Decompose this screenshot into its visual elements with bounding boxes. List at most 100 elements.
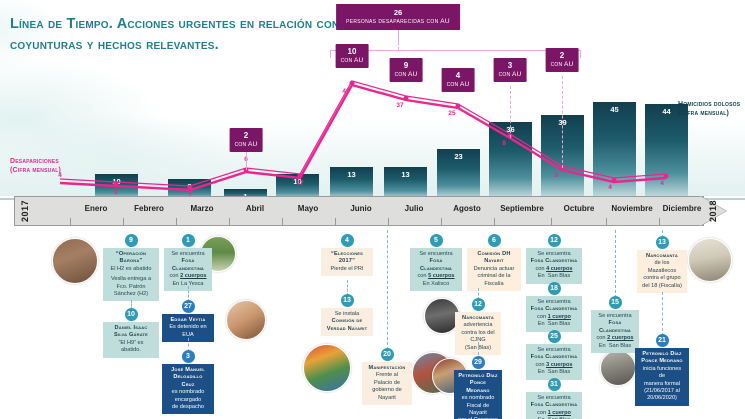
event-badge-day: 29 [471,356,485,369]
event-card-jose-manuel-delgadillo[interactable]: 3 José Manuel Delgadillo Cruz es nombrad… [162,350,214,415]
photo-h2-portrait [52,238,98,284]
event-card-edgar-veytia[interactable]: 27 Edgar Veytia Es detenido en EUA [162,300,214,343]
value-diciembre-line: 4 [660,180,664,187]
au-summary-text: personas desaparecidas con AU [346,17,450,25]
event-card-comision-dh-nayarit[interactable]: 6 Comisión DH Nayarit Denuncia actuar cr… [467,234,521,291]
event-body: Se encuentra Fosa Clandestina con 2 cuer… [591,310,639,353]
timeline-month-noviembre[interactable]: Noviembre [611,204,653,213]
event-card-fosa-san-blas-15[interactable]: 15 Se encuentra Fosa Clandestina con 2 c… [591,296,639,353]
legend-desapariciones-line2: (Cifra mensual) [10,167,62,175]
event-badge-day: 5 [429,234,443,247]
au-stem-marzo [246,152,247,170]
event-body: Petronilo Díaz Ponce Medrano es nombrado… [454,370,502,419]
event-card-fosa-la-yesca[interactable]: 1 Se encuentra Fosa Clandestina con 2 cu… [164,234,212,291]
event-card-narcomanta-mazatlecos[interactable]: 13 Narcomanta de los Mazatlecos contra e… [637,236,687,293]
event-body: “Operación Barona” El H2 es abatido Vesl… [103,248,159,302]
event-card-daniel-isaac-silva[interactable]: 10 Daniel Isaac Silva Gárate “El H9” es … [103,308,159,358]
timeline-tick-8 [441,218,442,226]
desapariciones-line [59,80,667,192]
timeline-month-diciembre[interactable]: Diciembre [662,204,702,213]
event-card-comision-verdad-nayarit[interactable]: 13 Se instala Comisión de Verdad Nayarit [321,294,373,337]
event-card-petronilo-nombrado[interactable]: 29 Petronilo Díaz Ponce Medrano es nombr… [454,356,502,419]
timeline-tick-10 [551,218,552,226]
event-card-fosa-san-blas-31[interactable]: 31 Se encuentra Fosa Clandestina con 1 c… [526,378,582,419]
point-mayo [349,80,355,86]
event-card-manifestacion[interactable]: 20 Manifestación Frente al Palacio de go… [362,348,412,405]
timeline-year-end: 2018 [708,200,718,223]
timeline-tick-12 [659,218,660,226]
event-badge-day: 25 [547,330,561,343]
value-noviembre-line: 4 [608,184,612,191]
timeline-month-enero[interactable]: Enero [84,204,108,213]
timeline-year-start: 2017 [20,200,30,223]
au-callout-septiembre: 2 con AU [545,48,579,73]
timeline-month-julio[interactable]: Julio [404,204,424,213]
event-body: José Manuel Delgadillo Cruz es nombrado … [162,364,214,415]
timeline-arrow [700,196,726,226]
chart-area: 26 personas desaparecidas con AU 10 8 1 … [0,0,745,201]
value-junio-line: 41 [342,88,350,95]
au-stem-septiembre [562,76,563,168]
event-body: Se encuentra Fosa Clandestina con 4 cuer… [526,248,582,284]
event-card-petronilo-funciones[interactable]: 21 Petronilo Díaz Ponce Medrano inicia f… [635,334,689,406]
event-badge-day: 4 [340,234,354,247]
timeline-bar [14,196,704,226]
value-septiembre-line: 8 [502,140,506,147]
value-agosto-line: 25 [448,110,456,117]
event-body: “Elecciones 2017” Pierde el PRI [321,248,373,277]
au-callout-mayo-number: 10 [347,47,357,56]
value-enero-line: 4 [58,172,62,179]
timeline-month-junio[interactable]: Junio [350,204,372,213]
au-callout-marzo-number: 2 [243,131,249,140]
au-callout-junio-number: 9 [403,61,409,70]
point-febrero [187,185,193,191]
timeline-tick-4 [229,218,230,226]
au-callout-julio-sub: con AU [446,81,470,88]
connector-mazatlecos-petronilo [662,292,663,336]
connector-julio-vertical [387,230,388,350]
event-body: Se encuentra Fosa Clandestina con 1 cuer… [526,392,582,419]
point-octubre [611,177,617,183]
timeline-month-marzo[interactable]: Marzo [190,204,214,213]
au-callout-agosto-number: 3 [507,61,513,70]
au-callout-marzo-sub: con AU [234,141,258,148]
au-stem-agosto [510,86,511,138]
value-octubre-line: 3 [554,172,558,179]
legend-desapariciones: Desapariciones (Cifra mensual) [10,157,102,175]
timeline-tick-11 [606,218,607,226]
event-body: Narcomanta de los Mazatlecos contra el g… [637,250,687,293]
timeline-month-mayo[interactable]: Mayo [297,204,319,213]
event-card-fosa-xalisco[interactable]: 5 Se encuentra Fosa Clandestina con 5 cu… [410,234,462,291]
event-card-operacion-barona[interactable]: 9 “Operación Barona” El H2 es abatido Ve… [103,234,159,302]
au-callout-julio-number: 4 [455,71,461,80]
au-summary-connector [398,42,399,50]
event-badge-day: 6 [487,234,501,247]
connector-diciembre-vertical [662,230,663,238]
event-body: Se encuentra Fosa Clandestina con 1 cuer… [526,296,582,332]
au-callout-septiembre-sub: con AU [550,61,574,68]
au-summary-badge: 26 personas desaparecidas con AU [336,4,460,31]
timeline-month-agosto[interactable]: Agosto [453,204,481,213]
au-callout-agosto: 3 con AU [493,58,527,83]
event-card-fosa-san-blas-18[interactable]: 18 Se encuentra Fosa Clandestina con 1 c… [526,282,582,332]
au-callout-mayo: 10 con AU [335,44,369,69]
event-badge-day: 12 [471,298,485,311]
bar-octubre: 45 [593,102,636,200]
event-card-elecciones-2017[interactable]: 4 “Elecciones 2017” Pierde el PRI [321,234,373,277]
timeline-month-abril[interactable]: Abril [245,204,265,213]
connector-veytia-delgadillo [188,338,189,352]
event-card-fosa-san-blas-25[interactable]: 25 Se encuentra Fosa Clandestina con 3 c… [526,330,582,380]
au-callout-junio: 9 con AU [389,58,423,83]
timeline-tick-1 [70,218,71,226]
legend-homicidios-line2: (Cifra mensual) [678,110,730,118]
bar-julio: 23 [437,149,480,200]
photo-elecciones [303,344,351,392]
timeline-month-septiembre[interactable]: Septiembre [500,204,544,213]
connector-elecciones-comision [347,280,348,296]
event-card-fosa-san-blas-12[interactable]: 12 Se encuentra Fosa Clandestina con 4 c… [526,234,582,284]
event-badge-day: 10 [124,308,138,321]
timeline-month-octubre[interactable]: Octubre [563,204,595,213]
event-body: Daniel Isaac Silva Gárate “El H9” es aba… [103,322,159,358]
au-callout-marzo: 2 con AU [229,128,263,153]
timeline-month-febrero[interactable]: Febrero [134,204,164,213]
